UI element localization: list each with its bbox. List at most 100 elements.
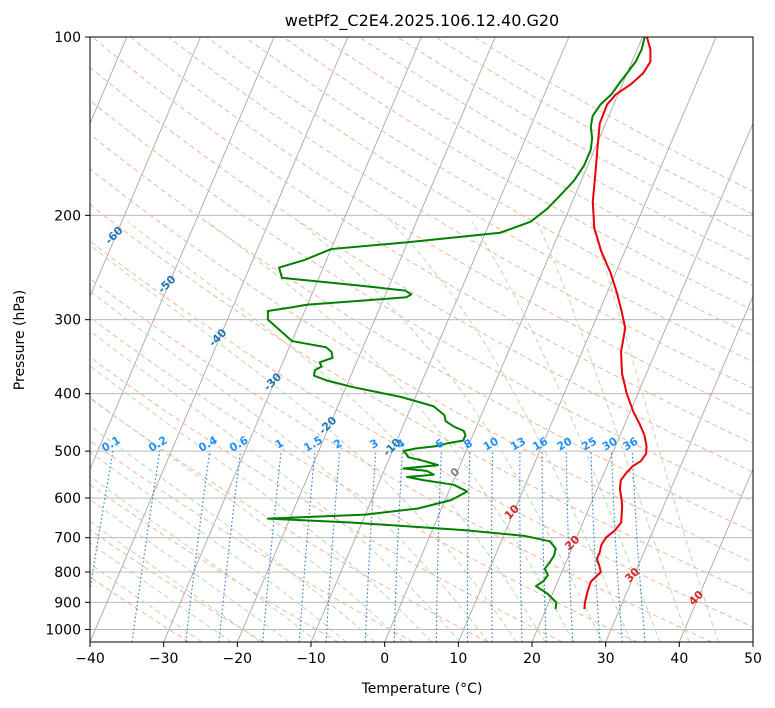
isotherm-line <box>90 37 275 471</box>
x-tick-label: −10 <box>296 651 326 667</box>
dry-adiabat-label: -60 <box>102 224 125 247</box>
dry-adiabats <box>90 37 753 642</box>
y-axis-label: Pressure (hPa) <box>12 290 28 390</box>
isotherm-line <box>752 640 753 642</box>
moist-adiabat-line <box>90 396 404 642</box>
mixing-ratio-label: 1 <box>273 437 286 452</box>
y-tick-label: 700 <box>54 531 81 547</box>
isotherm-line <box>531 122 753 642</box>
dry-adiabat-line <box>90 356 563 642</box>
plot-frame <box>89 36 754 643</box>
isotherm-line <box>90 37 201 298</box>
dry-adiabat-label: -40 <box>206 326 229 349</box>
dry-adiabat-line <box>130 37 753 417</box>
dry-adiabat-line <box>90 397 488 642</box>
mixing-ratio-line <box>393 451 404 642</box>
moist-adiabat-line <box>390 221 632 642</box>
moist-adiabat-line <box>90 475 319 642</box>
mixing-ratio-line <box>435 451 442 642</box>
dewpoint-line <box>266 37 646 610</box>
y-tick-label: 300 <box>54 313 81 329</box>
x-tick-label: 0 <box>380 651 389 667</box>
y-tick-label: 1000 <box>45 622 81 638</box>
dry-adiabat-label: -80 <box>0 122 22 145</box>
moist-adiabat-line <box>90 244 517 642</box>
dry-adiabat-label: -50 <box>155 273 178 296</box>
dry-adiabat-label: -30 <box>261 370 284 393</box>
isotherm-line <box>605 295 753 642</box>
dry-adiabat-line <box>90 168 753 563</box>
dry-adiabat-label: 0 <box>448 465 463 480</box>
dry-adiabat-line <box>90 66 753 473</box>
mixing-ratio-line <box>631 451 646 642</box>
dry-adiabat-line <box>90 440 414 642</box>
moist-adiabat-line <box>90 451 347 642</box>
moist-adiabat-line <box>90 520 261 642</box>
dry-adiabat-label: 40 <box>686 588 706 608</box>
mixing-ratio-line <box>218 451 242 642</box>
moist-adiabat-line <box>90 290 489 642</box>
x-axis: −40 −30 −20 −10 0 10 20 30 40 50 <box>75 642 762 667</box>
mixing-ratio-line <box>90 451 114 594</box>
mixing-ratio-lines <box>90 451 646 642</box>
moist-adiabat-line <box>90 542 232 642</box>
x-tick-label: 30 <box>597 651 615 667</box>
mixing-ratio-line <box>131 451 161 642</box>
isotherm-line <box>310 37 570 642</box>
y-tick-label: 500 <box>54 444 81 460</box>
mixing-ratio-line <box>262 451 282 642</box>
mixing-ratio-label: 3 <box>368 437 381 452</box>
dry-adiabat-line <box>90 278 712 642</box>
moist-adiabat-line <box>298 221 603 642</box>
isotherm-grid <box>90 37 753 642</box>
y-tick-label: 800 <box>54 565 81 581</box>
x-tick-label: −40 <box>75 651 105 667</box>
dry-adiabat-label: 20 <box>562 533 582 553</box>
y-tick-label: 200 <box>54 208 81 224</box>
isobar-grid <box>90 37 753 630</box>
y-tick-label: 400 <box>54 387 81 403</box>
dry-adiabat-line <box>359 37 753 262</box>
x-tick-label: −30 <box>149 651 179 667</box>
x-tick-label: 50 <box>744 651 762 667</box>
x-tick-label: 40 <box>670 651 688 667</box>
x-tick-label: −20 <box>223 651 253 667</box>
dry-adiabat-line <box>90 576 190 642</box>
dry-adiabat-line <box>90 203 753 595</box>
x-tick-label: 20 <box>523 651 541 667</box>
y-tick-label: 900 <box>54 595 81 611</box>
x-tick-label: 10 <box>449 651 467 667</box>
isotherm-line <box>457 37 717 642</box>
isotherm-line <box>384 37 643 642</box>
isotherm-line <box>163 37 422 642</box>
temperature-line <box>583 37 652 610</box>
dry-adiabat-line <box>91 37 753 445</box>
dry-adiabat-line <box>244 37 753 337</box>
dry-adiabat-line <box>282 37 753 312</box>
moist-adiabat-line <box>90 498 290 642</box>
mixing-ratio-line <box>298 451 316 642</box>
dry-adiabat-line <box>90 483 339 642</box>
mixing-ratio-line <box>590 451 601 642</box>
dry-adiabat-label: 10 <box>502 502 522 522</box>
mixing-ratio-line <box>185 451 211 642</box>
dry-adiabat-line <box>206 37 753 363</box>
moist-adiabat-line <box>207 221 575 642</box>
profile-series <box>266 37 652 610</box>
dry-adiabat-label: -70 <box>51 171 74 194</box>
moist-adiabat-line <box>90 425 376 642</box>
dry-adiabat-line <box>90 133 753 533</box>
dry-adiabat-line <box>90 316 638 642</box>
moist-adiabat-line <box>90 330 461 642</box>
dry-adiabat-line <box>168 37 753 389</box>
mixing-ratio-line <box>364 451 377 642</box>
moist-adiabat-line <box>536 221 690 642</box>
dry-adiabat-label: -20 <box>316 414 339 437</box>
isotherm-line <box>678 467 753 642</box>
mixing-ratio-label: 8 <box>462 437 475 452</box>
chart-title: wetPf2_C2E4.2025.106.12.40.G20 <box>285 11 559 31</box>
dry-adiabat-label: 30 <box>622 565 642 585</box>
moist-adiabat-line <box>590 221 719 642</box>
x-axis-label: Temperature (°C) <box>361 681 483 697</box>
